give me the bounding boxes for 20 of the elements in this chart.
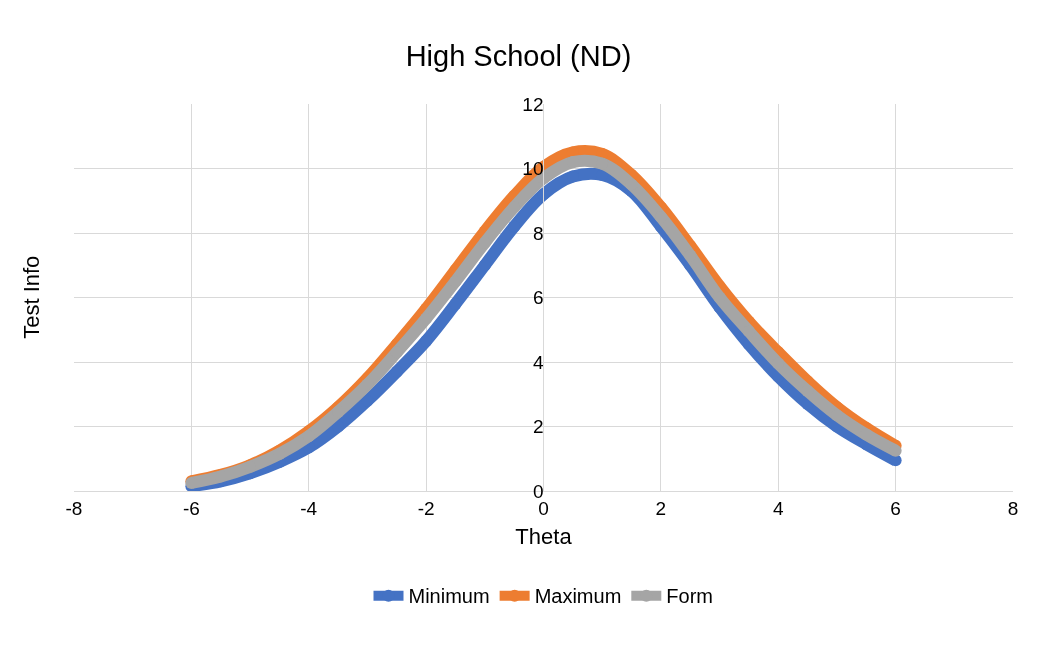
legend-label: Maximum xyxy=(534,585,622,608)
x-tick-label: 8 xyxy=(1007,497,1019,519)
x-tick-label: -2 xyxy=(417,497,435,519)
x-tick-label: -8 xyxy=(65,497,83,519)
y-tick-label: 4 xyxy=(532,351,544,373)
legend-label: Form xyxy=(666,585,713,608)
chart-title: High School (ND) xyxy=(405,40,632,73)
x-tick-label: 4 xyxy=(772,497,784,519)
y-axis-title: Test Info xyxy=(18,255,44,339)
y-tick-label: 8 xyxy=(532,222,544,244)
legend-label: Minimum xyxy=(408,585,490,608)
x-tick-label: 2 xyxy=(655,497,667,519)
x-axis-title: Theta xyxy=(515,523,573,549)
x-tick-label: -4 xyxy=(300,497,318,519)
y-tick-label: 6 xyxy=(532,287,544,309)
x-tick-label: 6 xyxy=(890,497,901,519)
x-tick-label: -6 xyxy=(182,497,200,519)
y-tick-label: 0 xyxy=(532,480,544,502)
y-tick-label: 12 xyxy=(522,93,544,115)
y-tick-label: 2 xyxy=(532,416,544,438)
